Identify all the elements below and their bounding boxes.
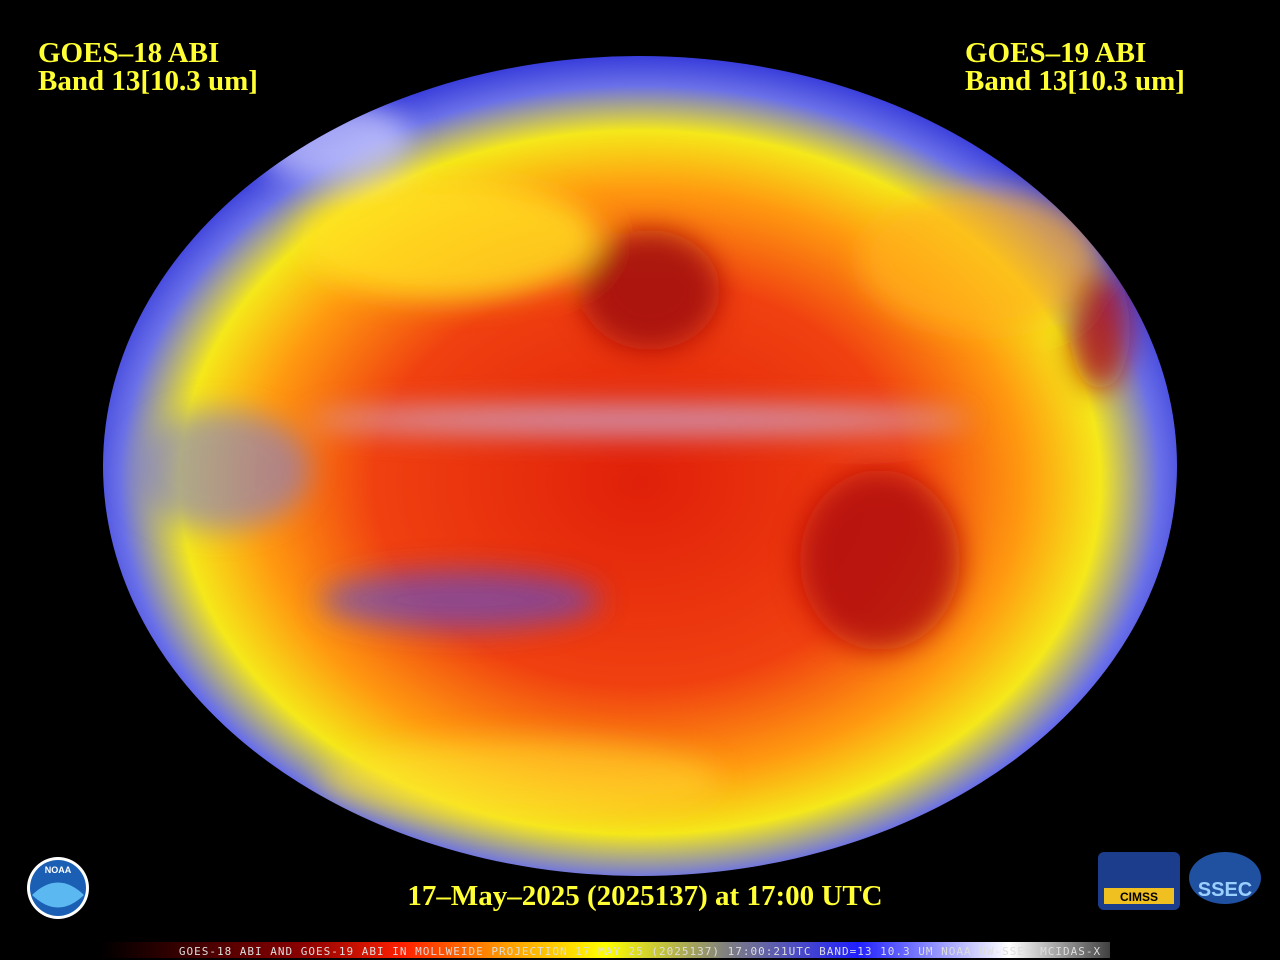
timestamp: 17–May–2025 (2025137) at 17:00 UTC — [407, 880, 882, 912]
cimss-logo: CIMSS — [1098, 852, 1180, 910]
left-band: Band 13[10.3 um] — [38, 65, 258, 97]
noaa-logo: NOAA — [27, 857, 89, 919]
noaa-label: NOAA — [45, 865, 72, 875]
right-title: GOES–19 ABI — [965, 37, 1146, 69]
cimss-label: CIMSS — [1120, 890, 1158, 904]
cloud-features — [130, 100, 1130, 820]
ssec-logo: SSEC — [1189, 852, 1261, 904]
right-band: Band 13[10.3 um] — [965, 65, 1185, 97]
color-bar — [100, 942, 1110, 958]
left-title: GOES–18 ABI — [38, 37, 219, 69]
footer-caption: GOES-18 ABI AND GOES-19 ABI IN MOLLWEIDE… — [179, 945, 1101, 958]
ssec-label: SSEC — [1198, 879, 1252, 901]
